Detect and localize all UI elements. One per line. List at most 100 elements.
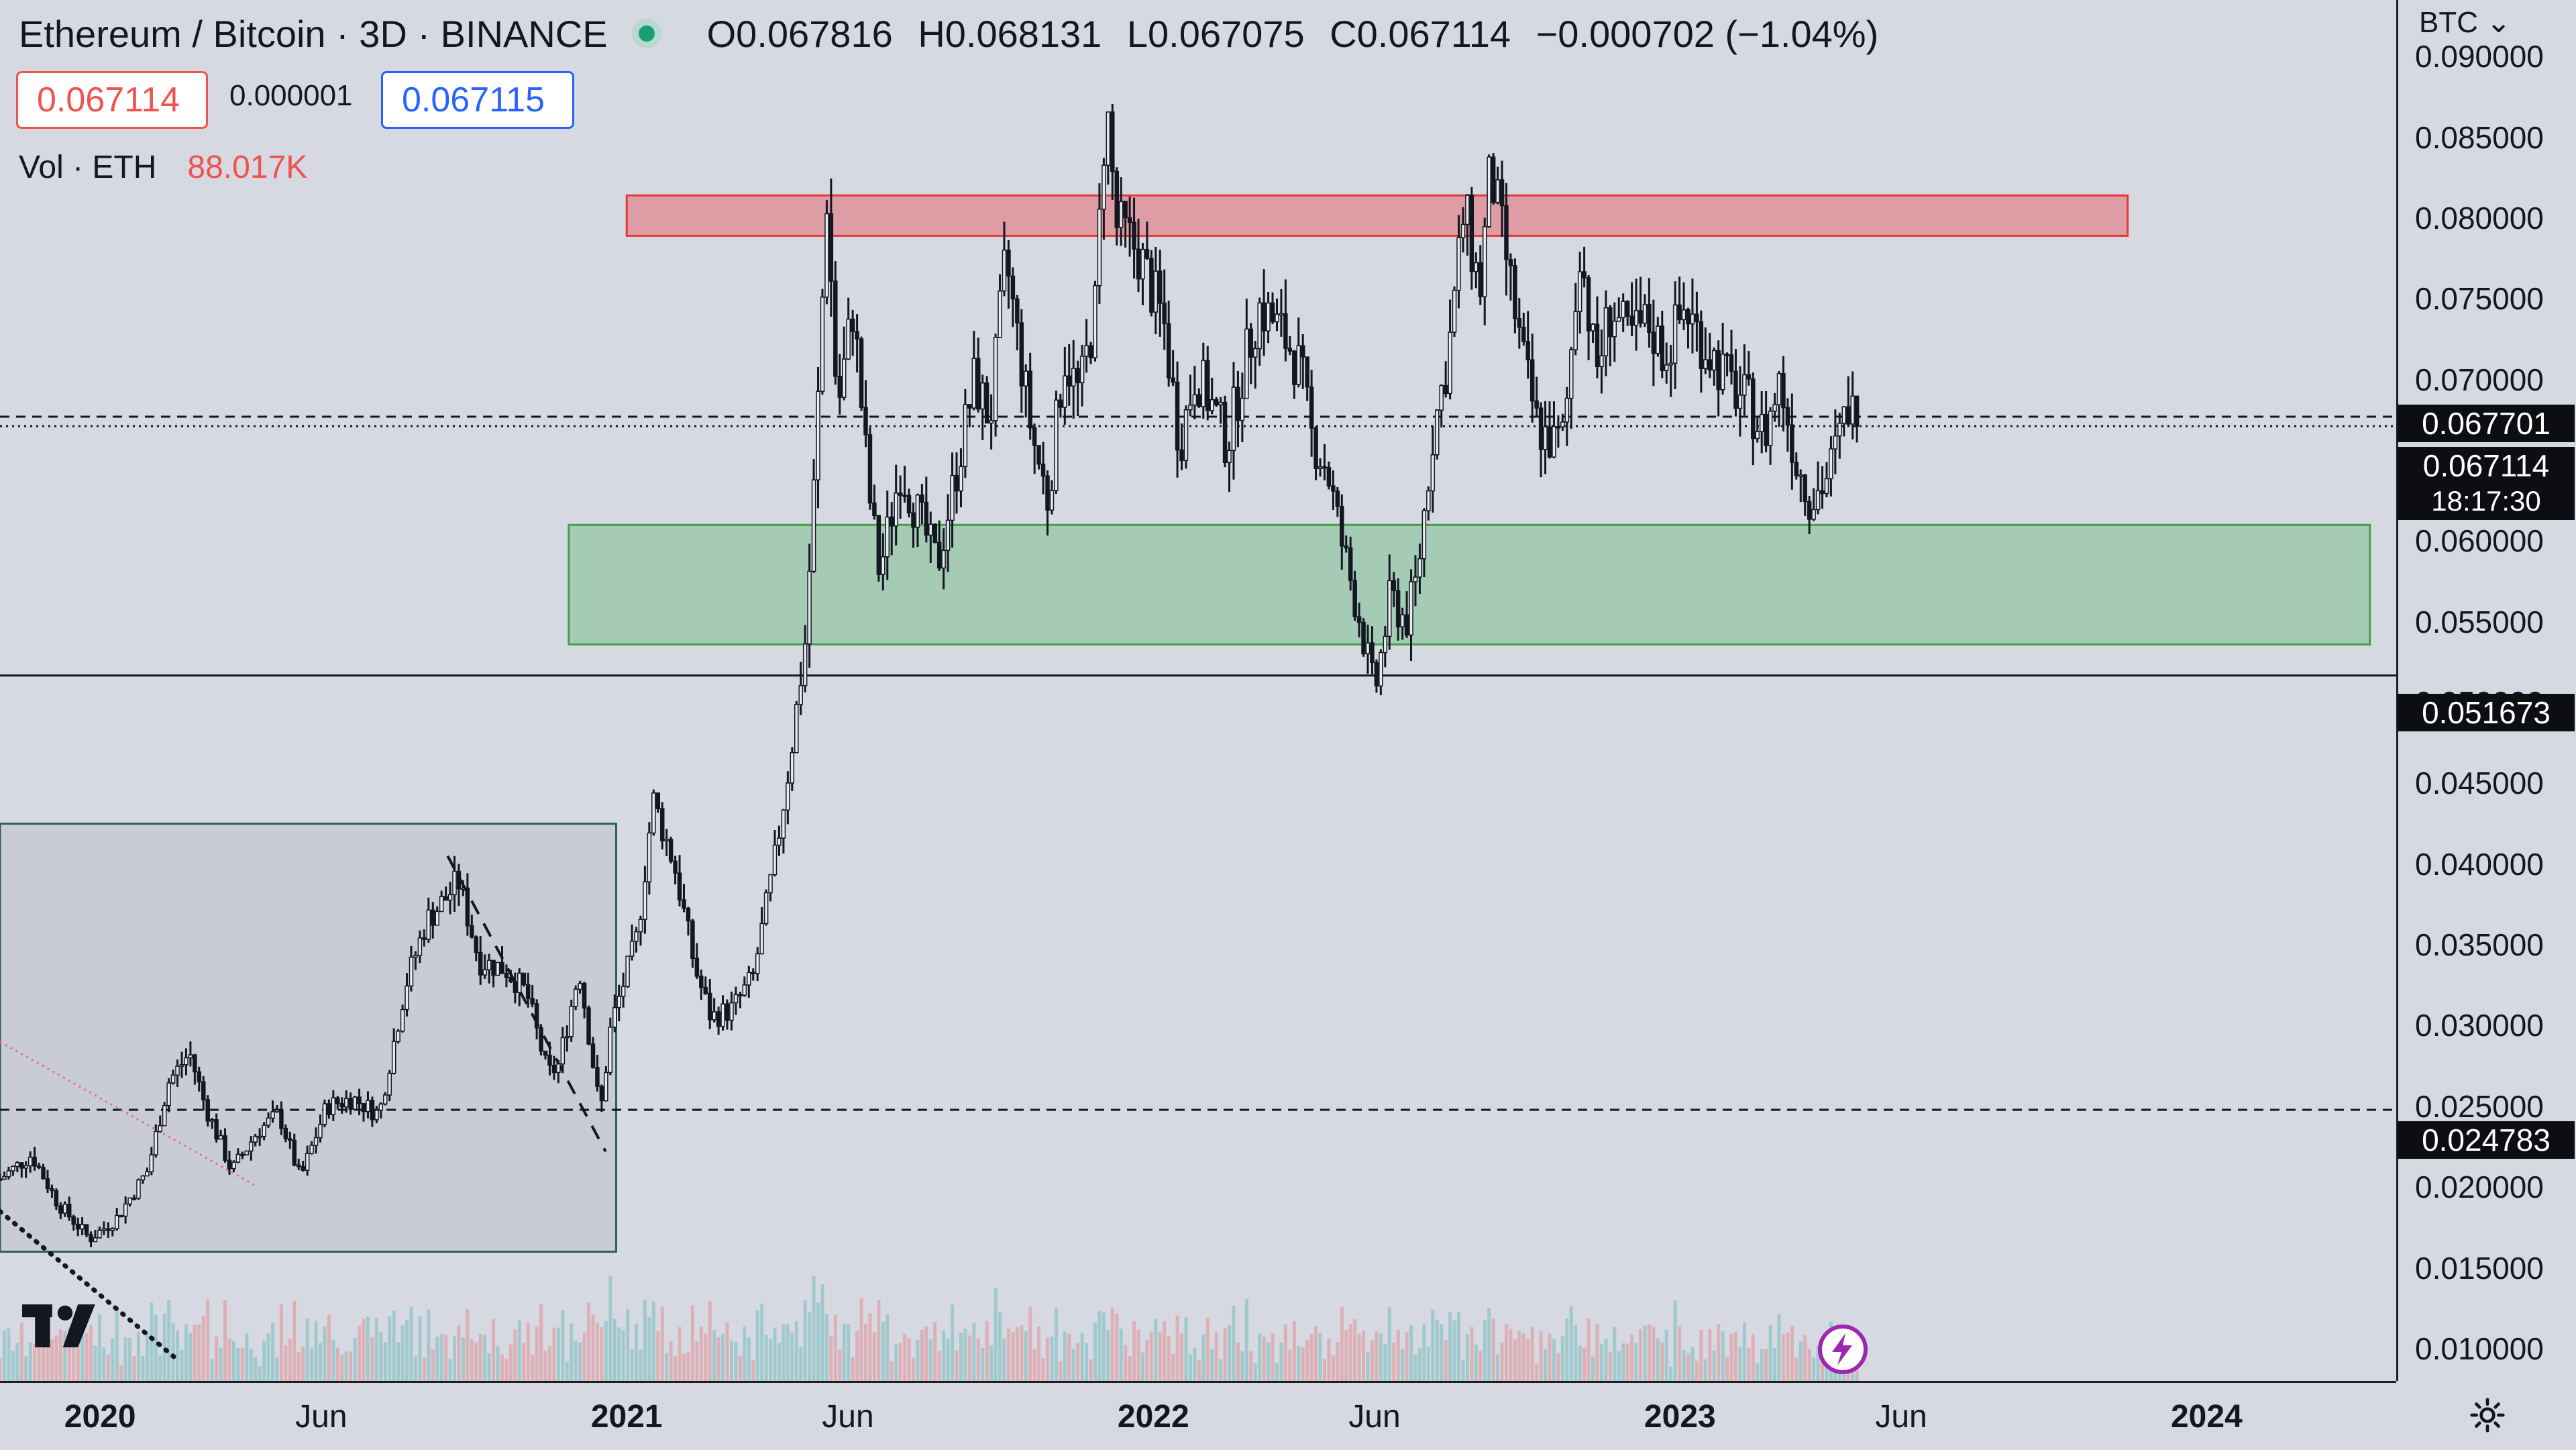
- candle-body: [1603, 307, 1609, 357]
- lightning-bolt-icon[interactable]: [1816, 1323, 1870, 1376]
- candle: [274, 1104, 280, 1113]
- volume-bar: [50, 1339, 54, 1381]
- volume-bar: [1348, 1324, 1352, 1381]
- time-axis[interactable]: [0, 1381, 2396, 1450]
- volume-bar: [764, 1335, 768, 1381]
- volume-bar: [219, 1347, 223, 1381]
- volume-bar: [1747, 1348, 1751, 1381]
- candle-body: [1417, 558, 1422, 578]
- candle: [101, 1221, 107, 1235]
- candle: [417, 930, 423, 964]
- candle: [292, 1133, 297, 1167]
- candle: [586, 1005, 591, 1045]
- candle: [716, 1006, 721, 1035]
- candle: [902, 466, 907, 503]
- candle-body: [1183, 409, 1189, 462]
- currency-selector[interactable]: BTC ⌄: [2419, 5, 2511, 40]
- candle: [218, 1129, 223, 1140]
- candle: [80, 1217, 85, 1235]
- candle-body: [378, 1103, 384, 1111]
- volume-bar: [284, 1345, 288, 1381]
- candle: [989, 394, 994, 450]
- candle: [1356, 603, 1362, 637]
- time-tick-label: 2022: [1117, 1399, 1189, 1435]
- candle: [504, 964, 509, 988]
- volume-bar: [1582, 1347, 1587, 1381]
- candle-body: [881, 556, 885, 575]
- candle: [1391, 572, 1396, 607]
- buy-price-button[interactable]: 0.067115: [381, 71, 574, 129]
- candle-body: [1063, 375, 1067, 408]
- volume-bar: [898, 1343, 902, 1381]
- volume-bar: [1794, 1357, 1799, 1381]
- candle-body: [1075, 368, 1080, 384]
- volume-bar: [1578, 1345, 1582, 1381]
- volume-bar: [262, 1341, 266, 1381]
- candle: [474, 935, 479, 962]
- candle: [759, 907, 764, 955]
- volume-bar: [388, 1316, 392, 1381]
- candle: [1236, 370, 1240, 448]
- candle-body: [339, 1103, 344, 1108]
- candle-body: [184, 1057, 189, 1066]
- candle: [188, 1041, 193, 1067]
- volume-bar: [314, 1320, 318, 1381]
- volume-bar: [1479, 1351, 1483, 1381]
- tradingview-logo-icon[interactable]: [21, 1304, 109, 1347]
- candle: [1474, 252, 1479, 289]
- candle: [1552, 401, 1556, 459]
- candle-body: [305, 1153, 310, 1171]
- volume-bar: [994, 1288, 998, 1381]
- volume-bar: [1699, 1329, 1703, 1381]
- candle: [309, 1141, 314, 1155]
- sell-price-button[interactable]: 0.067114: [16, 71, 208, 129]
- price-axis[interactable]: [2396, 0, 2576, 1381]
- candle-body: [383, 1094, 388, 1105]
- candle: [608, 1017, 613, 1076]
- volume-bar: [738, 1355, 742, 1381]
- candle: [184, 1048, 189, 1076]
- candle-body: [1079, 356, 1085, 384]
- candle-body: [1707, 359, 1712, 371]
- volume-bar: [344, 1351, 348, 1381]
- volume-bar: [773, 1327, 777, 1381]
- time-tick-label: 2023: [1644, 1399, 1716, 1435]
- candle: [1608, 305, 1613, 366]
- candle: [45, 1170, 50, 1194]
- volume-bar: [63, 1331, 67, 1381]
- candle-body: [1586, 277, 1591, 331]
- volume-bar: [1301, 1347, 1305, 1381]
- candle: [1781, 356, 1786, 431]
- candle-body: [1521, 327, 1526, 342]
- volume-bar: [1297, 1345, 1301, 1381]
- symbol-title[interactable]: Ethereum / Bitcoin · 3D · BINANCE: [19, 12, 608, 55]
- volume-bar: [1509, 1329, 1513, 1381]
- candle-body: [1283, 313, 1288, 349]
- candle-body: [1049, 490, 1055, 511]
- candle: [179, 1051, 184, 1078]
- settings-gear-icon[interactable]: [2469, 1396, 2506, 1434]
- candle-body: [616, 996, 621, 1008]
- volume-bar: [1790, 1325, 1794, 1381]
- candle-body: [759, 923, 764, 955]
- volume-bar: [669, 1341, 673, 1381]
- candle: [1664, 342, 1669, 384]
- volume-bar: [439, 1334, 443, 1381]
- volume-bar: [123, 1337, 127, 1381]
- volume-bar: [1193, 1347, 1197, 1381]
- candle-body: [1660, 325, 1665, 371]
- candle-body: [1573, 311, 1578, 350]
- volume-bar: [1630, 1334, 1634, 1381]
- candle: [967, 404, 972, 427]
- volume-bar: [201, 1315, 205, 1381]
- volume-bar: [1379, 1333, 1383, 1381]
- candle-body: [1335, 490, 1340, 507]
- candle-body: [984, 382, 989, 424]
- volume-bar: [258, 1366, 262, 1381]
- volume-bar: [1314, 1326, 1318, 1381]
- candle-body: [313, 1137, 319, 1146]
- volume-bar: [526, 1323, 530, 1381]
- volume-bar: [674, 1356, 678, 1381]
- candle-body: [971, 358, 977, 409]
